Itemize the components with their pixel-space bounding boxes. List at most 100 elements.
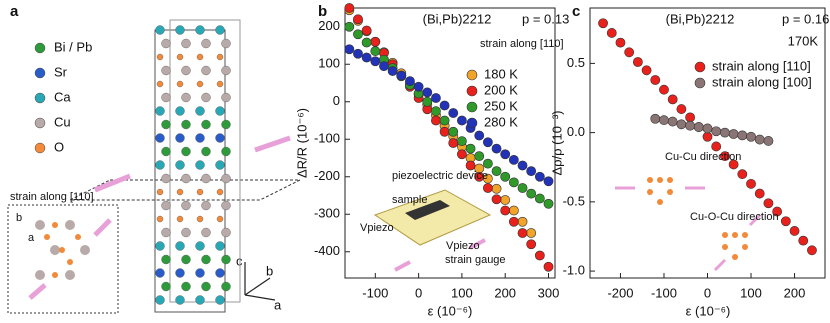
data-point [711, 141, 722, 152]
data-point [370, 36, 381, 47]
data-point [439, 115, 450, 126]
legend-swatch [466, 117, 478, 129]
atom [201, 281, 211, 292]
data-point [702, 123, 713, 134]
data-point [798, 235, 809, 246]
data-point [746, 131, 756, 142]
atom [221, 92, 231, 103]
axes-glyph [244, 262, 276, 301]
data-point [379, 61, 389, 72]
annotation: (Bi,Pb)2212 [423, 11, 492, 26]
atom [196, 215, 204, 223]
inset-frame [7, 204, 119, 314]
atom [161, 65, 171, 76]
y-tick-label: 0 [333, 93, 340, 108]
atom [161, 254, 171, 265]
atom [195, 268, 205, 278]
legend-label: 250 K [484, 98, 518, 113]
atom [44, 234, 50, 240]
atom [215, 268, 225, 278]
y-tick-label: -300 [314, 206, 340, 221]
atom [155, 160, 165, 170]
atom [195, 160, 205, 170]
data-point [465, 160, 476, 171]
atom [215, 160, 225, 170]
atom [216, 188, 224, 196]
legend-label: strain along [100] [712, 74, 812, 89]
atom [216, 53, 224, 61]
data-point [500, 195, 511, 205]
data-point [534, 193, 545, 204]
legend-label: Ca [54, 89, 71, 104]
y-tick-label: -0.5 [563, 193, 585, 208]
y-axis-label: Δρ/ρ (10⁻³) [549, 110, 564, 175]
data-point [370, 56, 381, 67]
data-point [353, 29, 363, 40]
atom [155, 268, 165, 278]
atom [195, 241, 205, 251]
atom [175, 295, 185, 305]
x-axis-label: ε (10⁻⁶) [686, 303, 731, 318]
atom [175, 268, 185, 278]
data-point [526, 239, 537, 250]
legend-label: Cu [54, 114, 71, 129]
atom [195, 133, 205, 143]
crystal-cell [154, 29, 226, 313]
inset-label: strain gauge [445, 254, 506, 266]
data-point [517, 228, 528, 238]
data-point [702, 131, 713, 142]
data-point [457, 149, 467, 160]
atom [175, 106, 185, 116]
x-tick-label: -100 [651, 285, 677, 300]
data-point [772, 206, 783, 217]
atom [196, 188, 204, 196]
y-axis-label: ΔR/R (10⁻⁶) [294, 108, 309, 178]
y-tick-label: 100 [318, 56, 340, 71]
inset-label: sample [392, 194, 427, 206]
atom [181, 173, 191, 184]
atom [201, 254, 211, 265]
data-point [474, 130, 485, 141]
data-point [737, 130, 748, 141]
data-point [353, 48, 363, 59]
atom [50, 245, 60, 255]
x-tick-label: 0 [704, 285, 711, 300]
atom [35, 220, 45, 230]
legend-label: Sr [54, 64, 68, 79]
data-point [491, 143, 502, 154]
data-point [422, 96, 433, 107]
x-tick-label: 300 [538, 285, 560, 300]
y-tick-label: -100 [314, 131, 340, 146]
data-point [457, 115, 467, 126]
data-point [474, 151, 485, 162]
x-tick-label: 0 [415, 285, 422, 300]
atom [201, 92, 211, 103]
atom [215, 106, 225, 116]
atom [52, 222, 58, 228]
legend-swatch [694, 77, 706, 89]
atom [221, 200, 231, 211]
x-tick-label: 100 [451, 285, 473, 300]
atom [161, 38, 171, 49]
legend-label: 180 K [484, 66, 518, 81]
data-point [474, 171, 485, 182]
atom [215, 241, 225, 251]
data-point [457, 136, 467, 147]
atom [221, 146, 231, 157]
data-point [650, 75, 661, 85]
data-point [534, 171, 545, 182]
data-point [526, 228, 537, 238]
data-point [500, 149, 511, 160]
atom [221, 38, 231, 49]
atom [216, 80, 224, 88]
x-tick-label: -200 [607, 285, 633, 300]
panel-label: a [10, 3, 19, 20]
data-point [659, 115, 669, 126]
legend-swatch [694, 61, 706, 73]
y-tick-label: 0.5 [567, 55, 585, 70]
atom [181, 38, 191, 49]
data-point [353, 14, 363, 25]
data-point [396, 70, 407, 81]
plot-frame [589, 7, 826, 279]
data-point [728, 129, 739, 139]
